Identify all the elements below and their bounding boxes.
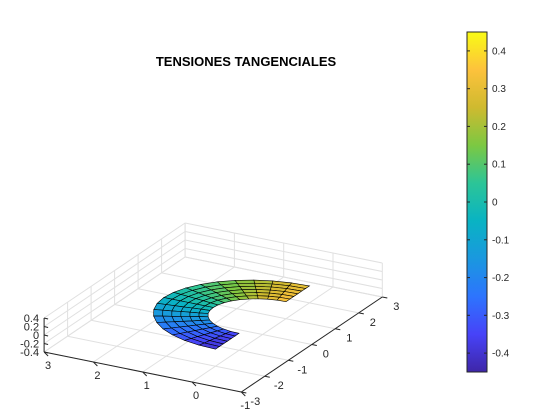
z-tick-mark [43,334,49,337]
y-tick-label: 2 [370,317,376,329]
x-tick-label: -1 [240,400,250,412]
colorbar-tick-label: 0.3 [492,84,506,95]
y-tick-mark [311,344,317,346]
y-tick-mark [382,296,388,299]
y-tick-label: -2 [274,380,284,392]
z-tick-label: -0.2 [20,339,39,351]
surface-cell [162,309,173,317]
y-tick-label: -3 [250,396,260,408]
surface-cell [153,309,164,317]
colorbar-tick-label: -0.3 [492,311,510,322]
z-tick-mark [43,317,49,320]
surface-cell [198,312,209,318]
wall-grid-line [43,239,186,336]
y-tick-mark [358,312,364,315]
y-tick-label: -1 [297,364,307,376]
y-tick-mark [288,359,294,362]
z-tick-label: 0.2 [24,322,39,334]
colorbar-tick-label: 0 [492,198,498,209]
colorbar-tick-label: -0.2 [492,273,510,284]
wall-grid-line [185,222,383,264]
z-tick-mark [43,326,49,328]
x-tick-label: 1 [144,380,150,392]
surface-cell [257,295,269,300]
surface-cell [171,310,182,317]
colorbar-tick-label: 0.2 [492,122,506,133]
z-tick-label: 0.4 [24,313,39,325]
x-tick-mark [142,371,148,377]
x-tick-label: 2 [94,370,100,382]
surface-cell [198,342,221,350]
floor-grid-line [67,335,265,377]
colorbar-tick-label: 0.4 [492,46,506,57]
wall-grid-line [43,256,186,353]
x-tick-label: 3 [45,360,51,372]
colorbar: 0.4 0.3 0.2 0.1 0 -0.1 -0.2 -0.3 -0.4 [466,31,510,373]
z-tick-label: -0.4 [20,347,39,359]
x-tick-label: 0 [193,390,199,402]
wall-grid-line [185,248,383,289]
surface-cell [189,311,200,317]
z-tick-mark [43,343,49,345]
surface-cell [276,296,291,303]
wall-grid-line [43,231,186,327]
surface-cell [180,311,191,317]
colorbar-tick-label: -0.1 [492,235,510,246]
y-tick-mark [241,391,247,394]
surface-plot [153,279,311,350]
colorbar-tick-label: 0.1 [492,160,506,171]
wall-grid-line [43,222,186,319]
x-tick-mark [240,391,246,397]
colorbar-tick-label: -0.4 [492,349,510,360]
x-tick-mark [191,381,197,387]
wall-grid-line [185,231,383,272]
x-tick-mark [93,361,98,367]
chart-title: TENSIONES TANGENCIALES [156,54,337,69]
wall-grid-line [43,248,186,344]
y-tick-mark [335,328,341,331]
y-tick-label: 0 [323,349,329,361]
y-tick-label: 1 [346,333,352,345]
z-tick-mark [43,351,49,354]
wall-grid-line [185,239,383,281]
wall-grid-line [185,256,383,298]
y-tick-label: 3 [393,301,399,313]
z-tick-label: 0 [33,330,39,342]
y-tick-mark [264,375,270,378]
